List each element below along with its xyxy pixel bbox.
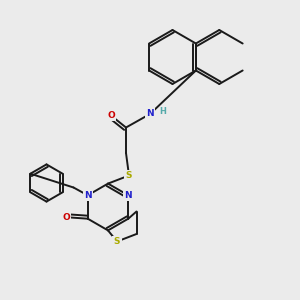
Text: S: S (126, 171, 132, 180)
Text: N: N (146, 110, 154, 118)
Text: O: O (107, 111, 115, 120)
Text: O: O (62, 213, 70, 222)
Text: N: N (124, 191, 132, 200)
Text: H: H (159, 107, 166, 116)
Text: S: S (114, 237, 120, 246)
Text: N: N (84, 191, 92, 200)
